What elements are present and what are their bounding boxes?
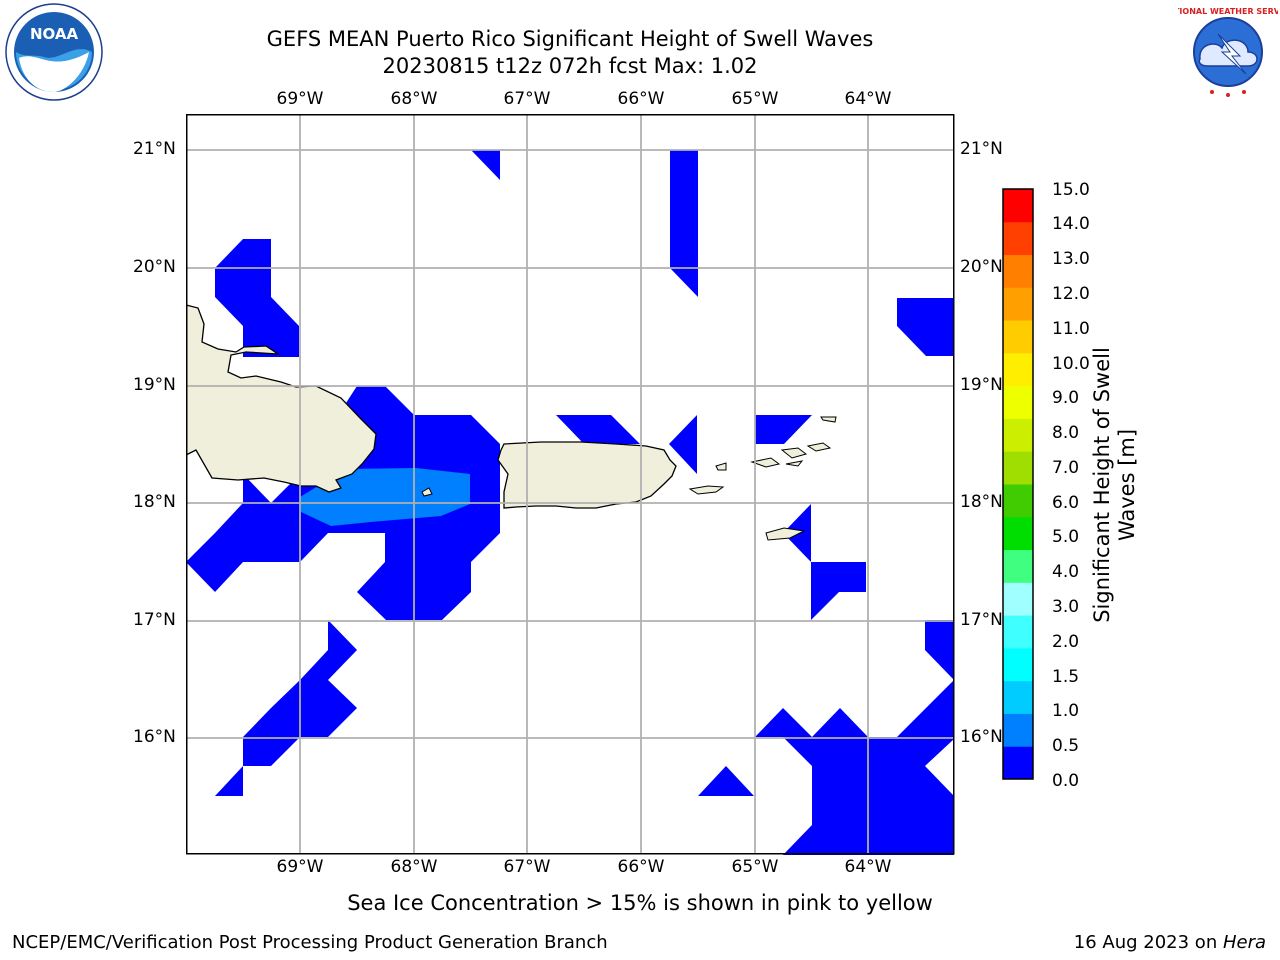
lat-label-right: 18°N	[960, 492, 1003, 512]
lon-label-bottom: 68°W	[390, 857, 438, 877]
colorbar-band	[1003, 680, 1033, 714]
colorbar-band	[1003, 647, 1033, 682]
hispaniola-landmass	[186, 304, 377, 493]
swell-region	[755, 415, 812, 444]
colorbar-band	[1003, 549, 1033, 583]
swell-region	[669, 415, 697, 474]
st-croix-island	[765, 527, 806, 541]
swell-region	[215, 620, 357, 796]
colorbar-band	[1003, 287, 1033, 321]
lon-label-top: 68°W	[390, 89, 438, 109]
colorbar-tick-label: 9.0	[1052, 388, 1080, 408]
lat-label-left: 16°N	[133, 727, 176, 747]
lon-label-bottom: 64°W	[844, 857, 892, 877]
colorbar-tick-label: 11.0	[1052, 319, 1090, 339]
lat-label-left: 19°N	[133, 375, 176, 395]
noaa-logo: NOAA	[5, 3, 103, 101]
vieques-island	[688, 485, 725, 495]
swell-region	[755, 680, 954, 855]
colorbar-tick-label: 4.0	[1052, 562, 1080, 582]
credit-text: NCEP/EMC/Verification Post Processing Pr…	[12, 932, 608, 953]
lon-label-top: 66°W	[617, 89, 665, 109]
swell-region	[783, 504, 866, 620]
colorbar-band	[1003, 484, 1033, 518]
date-text: 16 Aug 2023 on	[1073, 932, 1223, 953]
colorbar-band	[1003, 516, 1033, 551]
lon-label-top: 65°W	[731, 89, 779, 109]
colorbar-band	[1003, 418, 1033, 452]
colorbar-band	[1003, 189, 1033, 223]
lon-label-bottom: 69°W	[276, 857, 324, 877]
lat-label-right: 17°N	[960, 610, 1003, 630]
lat-label-left: 17°N	[133, 610, 176, 630]
date-stamp: 16 Aug 2023 on Hera	[1074, 932, 1266, 953]
lon-label-top: 67°W	[503, 89, 551, 109]
colorbar-band	[1003, 320, 1033, 354]
colorbar-tick-label: 8.0	[1052, 423, 1080, 443]
virgin-islands	[750, 442, 832, 468]
lon-label-bottom: 67°W	[503, 857, 551, 877]
colorbar-tick-label: 6.0	[1052, 493, 1080, 513]
colorbar-tick-label: 14.0	[1052, 214, 1090, 234]
swell-region	[698, 766, 754, 796]
lon-label-bottom: 65°W	[731, 857, 779, 877]
nws-logo: NATIONAL WEATHER SERVICE	[1178, 6, 1278, 98]
map-frame	[186, 114, 955, 855]
colorbar-tick-label: 1.5	[1052, 667, 1080, 687]
lat-label-right: 16°N	[960, 727, 1003, 747]
colorbar-band	[1003, 385, 1033, 419]
colorbar-band	[1003, 254, 1033, 288]
nws-logo-text: NATIONAL WEATHER SERVICE	[1178, 7, 1278, 16]
lon-label-top: 64°W	[844, 89, 892, 109]
swell-region	[897, 298, 954, 356]
colorbar-tick-label: 12.0	[1052, 284, 1090, 304]
colorbar-title-line2: Waves [m]	[1115, 428, 1139, 542]
lat-label-right: 21°N	[960, 139, 1003, 159]
colorbar-tick-label: 0.5	[1052, 736, 1080, 756]
colorbar-title-line1: Significant Height of Swell	[1090, 347, 1114, 623]
map-panel	[186, 114, 955, 855]
graticule	[186, 114, 954, 854]
colorbar-tick-label: 13.0	[1052, 249, 1090, 269]
swell-region-mid	[300, 468, 470, 526]
lat-label-right: 20°N	[960, 257, 1003, 277]
lat-label-left: 20°N	[133, 257, 176, 277]
swell-region	[670, 150, 698, 297]
colorbar	[1002, 188, 1034, 780]
anegada-island	[820, 416, 837, 423]
colorbar-tick-label: 3.0	[1052, 597, 1080, 617]
sea-ice-note: Sea Ice Concentration > 15% is shown in …	[347, 891, 933, 915]
swell-regions	[186, 150, 954, 855]
colorbar-band	[1003, 582, 1033, 616]
colorbar-band	[1003, 221, 1033, 256]
colorbar-tick-label: 5.0	[1052, 527, 1080, 547]
lon-label-top: 69°W	[276, 89, 324, 109]
colorbar-band	[1003, 451, 1033, 485]
colorbar-band	[1003, 746, 1033, 780]
colorbar-tick-label: 10.0	[1052, 354, 1090, 374]
swell-region	[925, 620, 954, 680]
colorbar-band	[1003, 352, 1033, 387]
map-title: GEFS MEAN Puerto Rico Significant Height…	[266, 27, 874, 51]
colorbar-tick-label: 15.0	[1052, 180, 1090, 200]
lat-label-left: 18°N	[133, 492, 176, 512]
colorbar-frame	[1002, 188, 1034, 780]
colorbar-band	[1003, 615, 1033, 649]
lat-label-right: 19°N	[960, 375, 1003, 395]
noaa-logo-text: NOAA	[30, 25, 79, 43]
swell-region	[556, 415, 640, 444]
colorbar-tick-label: 2.0	[1052, 632, 1080, 652]
mona-island	[421, 487, 433, 497]
colorbar-tick-label: 1.0	[1052, 701, 1080, 721]
host-name: Hera	[1222, 932, 1266, 953]
swell-region	[471, 150, 500, 180]
colorbar-tick-label: 7.0	[1052, 458, 1080, 478]
colorbar-tick-label: 0.0	[1052, 771, 1080, 791]
colorbar-band	[1003, 713, 1033, 747]
lat-label-left: 21°N	[133, 139, 176, 159]
culebra-island	[715, 462, 727, 471]
map-subtitle: 20230815 t12z 072h fcst Max: 1.02	[382, 54, 758, 78]
lon-label-bottom: 66°W	[617, 857, 665, 877]
